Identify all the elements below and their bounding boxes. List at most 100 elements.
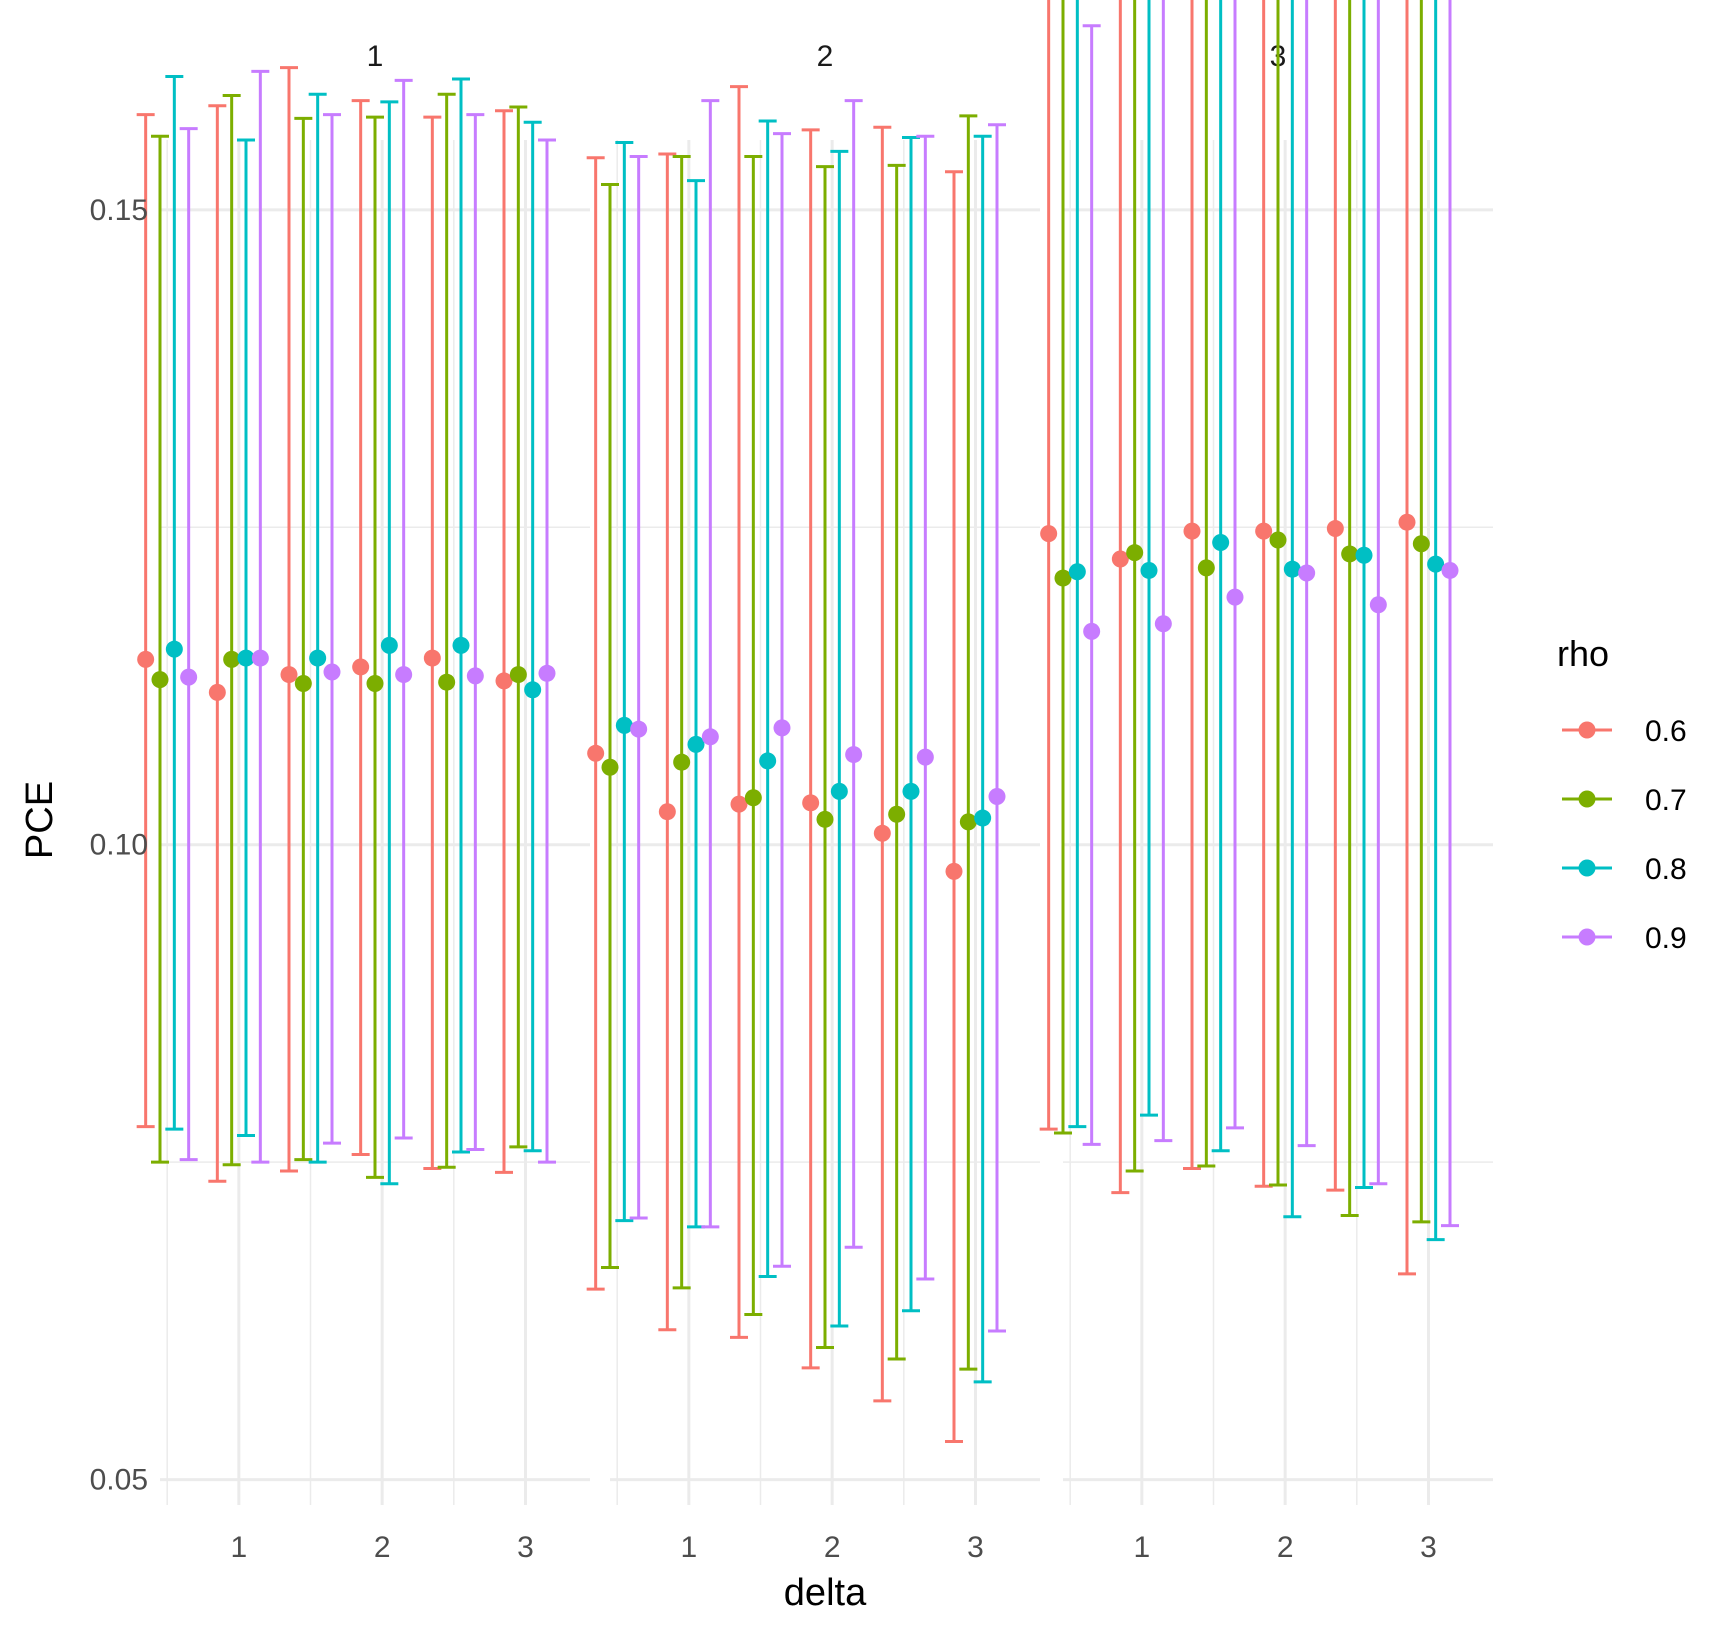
- data-point: [380, 636, 398, 654]
- data-point: [1412, 535, 1430, 553]
- data-point: [1427, 555, 1445, 573]
- data-point: [1369, 596, 1387, 614]
- x-tick-label: 3: [1420, 1531, 1437, 1564]
- data-point: [180, 668, 198, 686]
- data-point: [438, 673, 456, 691]
- data-point: [916, 748, 934, 766]
- data-point: [988, 787, 1006, 805]
- legend-label: 0.6: [1645, 715, 1687, 748]
- panels-layer: 112321233123: [136, 0, 1493, 1564]
- data-point: [251, 649, 269, 667]
- facet-strip-label: 2: [817, 40, 834, 73]
- data-point: [974, 809, 992, 827]
- x-tick-label: 2: [374, 1531, 391, 1564]
- data-point: [1326, 520, 1344, 538]
- data-point: [1126, 544, 1144, 562]
- x-axis-title: delta: [784, 1572, 867, 1614]
- y-tick-label: 0.05: [90, 1464, 148, 1497]
- data-point: [1054, 569, 1072, 587]
- y-axis: 0.05 0.10 0.15: [90, 194, 148, 1497]
- data-point: [959, 813, 977, 831]
- data-point: [1154, 615, 1172, 633]
- y-tick-label: 0.15: [90, 194, 148, 227]
- x-tick-label: 1: [230, 1531, 247, 1564]
- data-point: [366, 674, 384, 692]
- data-point: [137, 650, 155, 668]
- data-point: [601, 758, 619, 776]
- data-point: [773, 719, 791, 737]
- data-point: [223, 650, 241, 668]
- data-point: [845, 746, 863, 764]
- data-point: [888, 805, 906, 823]
- data-point: [1226, 588, 1244, 606]
- data-point: [1040, 525, 1058, 543]
- legend-title: rho: [1557, 633, 1609, 674]
- data-point: [615, 716, 633, 734]
- data-point: [701, 728, 719, 746]
- data-point: [1212, 534, 1230, 552]
- data-point: [280, 666, 298, 684]
- data-point: [1197, 559, 1215, 577]
- x-tick-label: 3: [967, 1531, 984, 1564]
- data-point: [830, 782, 848, 800]
- legend-label: 0.9: [1645, 922, 1687, 955]
- data-point: [165, 640, 183, 658]
- data-point: [1255, 522, 1273, 540]
- legend-key-point: [1578, 790, 1596, 808]
- data-point: [423, 649, 441, 667]
- data-point: [673, 753, 691, 771]
- y-tick-label: 0.10: [90, 829, 148, 862]
- x-tick-label: 1: [680, 1531, 697, 1564]
- data-point: [395, 666, 413, 684]
- x-tick-label: 1: [1133, 1531, 1150, 1564]
- data-point: [466, 667, 484, 685]
- facet-strip-label: 1: [367, 40, 384, 73]
- data-point: [730, 795, 748, 813]
- x-tick-label: 2: [824, 1531, 841, 1564]
- data-point: [1183, 522, 1201, 540]
- data-point: [323, 663, 341, 681]
- x-tick-label: 2: [1277, 1531, 1294, 1564]
- data-point: [1298, 564, 1316, 582]
- data-point: [1355, 546, 1373, 564]
- data-point: [1068, 563, 1086, 581]
- data-point: [1269, 531, 1287, 549]
- data-point: [902, 782, 920, 800]
- facet-panel-1: 1 1 2 3: [136, 40, 590, 1564]
- data-point: [1398, 513, 1416, 531]
- data-point: [509, 666, 527, 684]
- legend: rho 0.6 0.7 0.8 0.9: [1557, 633, 1687, 955]
- data-point: [744, 789, 762, 807]
- data-point: [1283, 560, 1301, 578]
- data-point: [151, 671, 169, 689]
- data-point: [802, 794, 820, 812]
- data-point: [309, 649, 327, 667]
- data-point: [1083, 622, 1101, 640]
- data-point: [495, 672, 513, 690]
- data-point: [452, 636, 470, 654]
- legend-label: 0.8: [1645, 853, 1687, 886]
- legend-key-point: [1578, 721, 1596, 739]
- data-point: [816, 810, 834, 828]
- data-point: [687, 735, 705, 753]
- data-point: [294, 674, 312, 692]
- y-axis-title: PCE: [19, 781, 61, 859]
- data-point: [658, 803, 676, 821]
- legend-key-point: [1578, 928, 1596, 946]
- data-point: [759, 752, 777, 770]
- data-point: [1140, 561, 1158, 579]
- x-tick-label: 3: [517, 1531, 534, 1564]
- data-point: [538, 664, 556, 682]
- legend-key-point: [1578, 859, 1596, 877]
- legend-label: 0.7: [1645, 784, 1687, 817]
- facet-panel-2: 2 1 2 3: [586, 40, 1040, 1564]
- data-point: [630, 720, 648, 738]
- data-point: [208, 683, 226, 701]
- data-point: [587, 744, 605, 762]
- data-point: [524, 681, 542, 699]
- data-point: [1111, 550, 1129, 568]
- data-point: [873, 824, 891, 842]
- data-point: [352, 658, 370, 676]
